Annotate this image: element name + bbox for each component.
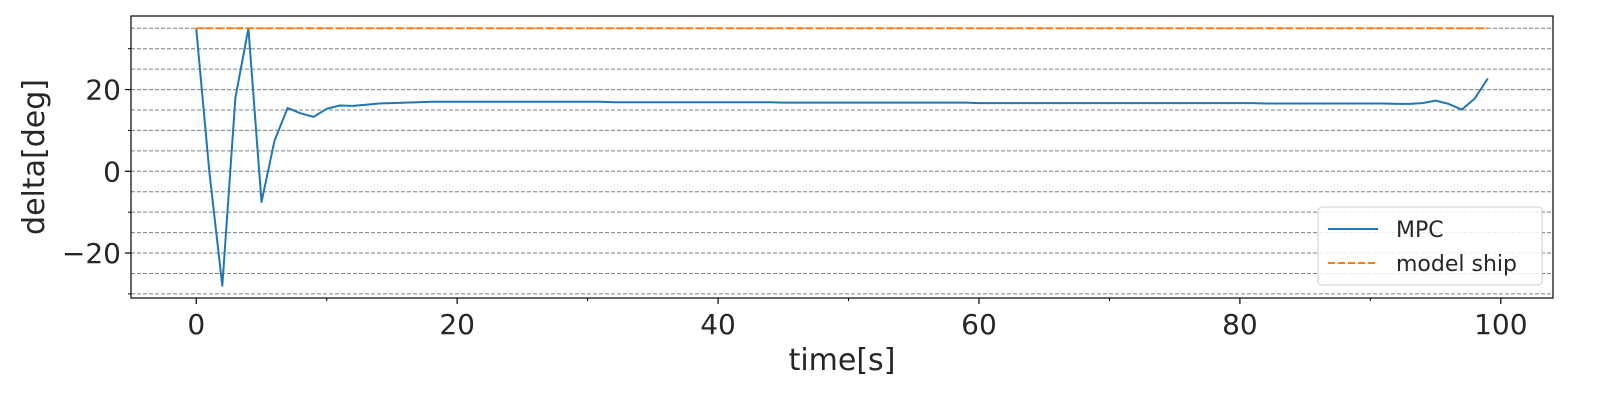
series-line-mpc xyxy=(195,27,1489,287)
axis-ticks: 0 20 40 60 80 100 −20 0 20 xyxy=(62,48,1528,341)
x-tick-label: 100 xyxy=(1474,308,1527,341)
x-tick-label: 40 xyxy=(700,308,736,341)
plot-series xyxy=(195,27,1489,287)
x-tick-label: 20 xyxy=(439,308,475,341)
x-tick-label: 80 xyxy=(1222,308,1258,341)
legend-label-model-ship: model ship xyxy=(1396,252,1517,277)
x-tick-label: 60 xyxy=(961,308,997,341)
y-axis-label: delta[deg] xyxy=(17,79,52,235)
legend-label-mpc: MPC xyxy=(1396,218,1444,243)
y-tick-label: −20 xyxy=(62,237,121,270)
legend: MPC model ship xyxy=(1317,206,1543,286)
x-tick-label: 0 xyxy=(187,308,205,341)
y-tick-label: 20 xyxy=(85,74,121,107)
legend-box xyxy=(1317,206,1543,286)
axes-frame xyxy=(130,15,1554,299)
x-axis-label: time[s] xyxy=(789,343,896,378)
y-tick-label: 0 xyxy=(103,155,121,188)
